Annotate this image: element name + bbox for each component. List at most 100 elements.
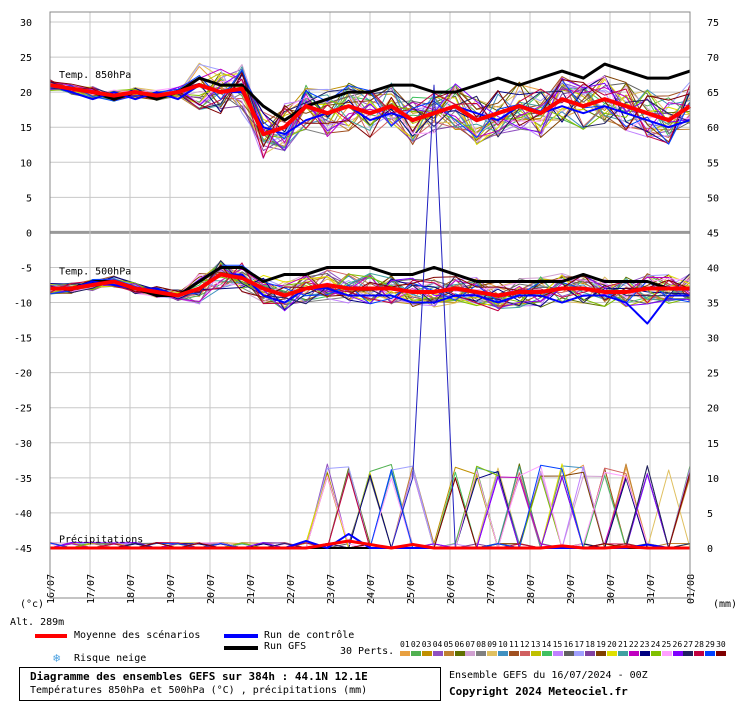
right-tick-label: 55 — [707, 158, 719, 169]
right-tick-label: 75 — [707, 18, 719, 29]
left-tick-label: -20 — [14, 369, 32, 380]
mean-line-t500 — [50, 272, 690, 298]
date-tick-label: 17/07 — [86, 574, 97, 604]
chart-axes: 302520151050-5-10-15-20-25-30-35-40-4575… — [14, 11, 719, 604]
pert-number: 18 — [585, 640, 595, 649]
date-tick-label: 25/07 — [406, 574, 417, 604]
left-tick-label: 20 — [20, 88, 32, 99]
snowflake-icon: ❄ — [53, 651, 61, 665]
chart-title: Diagramme des ensembles GEFS sur 384h : … — [30, 670, 368, 683]
mean-line-t850 — [49, 83, 692, 137]
left-tick-label: 15 — [20, 123, 32, 134]
pert-swatch — [705, 651, 716, 656]
pert-number: 20 — [607, 640, 617, 649]
pert-number: 26 — [672, 640, 683, 649]
copyright: Copyright 2024 Meteociel.fr — [449, 685, 628, 698]
run-info: Ensemble GEFS du 16/07/2024 - 00Z — [449, 670, 648, 681]
pert-swatch — [509, 651, 519, 656]
pert-number: 21 — [618, 640, 628, 649]
panel-label-t500: Temp. 500hPa — [59, 266, 131, 277]
pert-swatch — [683, 651, 694, 656]
date-tick-label: 01/08 — [686, 574, 697, 604]
title-box: Diagramme des ensembles GEFS sur 384h : … — [19, 667, 441, 701]
right-tick-label: 65 — [707, 88, 719, 99]
pert-number: 25 — [661, 640, 672, 649]
altitude-label: Alt. 289m — [10, 617, 65, 628]
pert-swatch — [432, 651, 443, 656]
date-tick-label: 31/07 — [646, 574, 657, 604]
right-tick-label: 30 — [707, 334, 719, 345]
pert-swatch — [454, 651, 465, 656]
pert-swatch — [607, 651, 618, 656]
left-tick-label: 0 — [26, 228, 32, 239]
left-tick-label: -15 — [14, 334, 32, 345]
control-line-t850 — [49, 84, 691, 136]
pert-swatch — [716, 651, 727, 656]
right-tick-label: 0 — [707, 544, 713, 555]
date-tick-label: 27/07 — [486, 574, 497, 604]
left-tick-label: 25 — [20, 53, 32, 64]
right-tick-label: 60 — [707, 123, 719, 134]
pert-swatch — [628, 651, 639, 656]
pert-swatch — [574, 651, 585, 656]
pert-swatch — [487, 651, 498, 656]
right-tick-label: 70 — [707, 53, 719, 64]
pert-swatch — [519, 651, 530, 656]
left-tick-label: -30 — [14, 439, 32, 450]
pert-swatch — [443, 651, 454, 656]
left-tick-label: -25 — [14, 404, 32, 415]
perts-legend: 30 Perts. — [340, 646, 395, 657]
pert-number: 10 — [498, 640, 508, 649]
right-tick-label: 35 — [707, 299, 719, 310]
left-tick-label: -45 — [14, 544, 32, 555]
pert-swatch — [400, 651, 410, 656]
panel-label-t850: Temp. 850hPa — [59, 70, 131, 81]
pert-swatch — [650, 651, 661, 656]
pert-number: 02 — [410, 640, 421, 649]
control-swatch — [224, 634, 258, 638]
right-tick-label: 20 — [707, 404, 719, 415]
pert-number: 04 — [432, 640, 443, 649]
pert-number: 12 — [519, 640, 530, 649]
left-tick-label: -10 — [14, 299, 32, 310]
mean-swatch — [35, 634, 67, 638]
pert-swatch — [563, 651, 574, 656]
pert-swatch — [672, 651, 683, 656]
pert-number: 01 — [400, 640, 410, 649]
mean-legend: Moyenne des scénarios — [74, 630, 201, 641]
date-tick-label: 29/07 — [566, 574, 577, 604]
pert-number: 14 — [541, 640, 552, 649]
pert-number: 27 — [683, 640, 694, 649]
date-tick-label: 21/07 — [246, 574, 257, 604]
pert-swatch — [530, 651, 541, 656]
left-tick-label: -40 — [14, 509, 32, 520]
pert-swatch — [596, 651, 607, 656]
pert-swatch — [639, 651, 650, 656]
gfs-legend: Run GFS — [264, 641, 307, 652]
pert-swatch — [465, 651, 476, 656]
pert-number: 03 — [421, 640, 432, 649]
pert-number: 07 — [465, 640, 476, 649]
pert-number: 28 — [694, 640, 704, 649]
control-legend: Run de contrôle — [264, 630, 355, 641]
pert-number: 11 — [509, 640, 519, 649]
pert-swatch — [421, 651, 432, 656]
pert-number: 24 — [650, 640, 661, 649]
pert-number: 09 — [487, 640, 497, 649]
pert-number: 22 — [628, 640, 639, 649]
left-tick-label: -5 — [20, 263, 32, 274]
unit-left: (°c) — [20, 599, 45, 610]
date-tick-label: 18/07 — [126, 574, 137, 604]
pert-swatch — [498, 651, 509, 656]
left-tick-label: -35 — [14, 474, 32, 485]
pert-swatch — [410, 651, 421, 656]
date-tick-label: 20/07 — [206, 574, 217, 604]
pert-number: 19 — [596, 640, 606, 649]
right-tick-label: 50 — [707, 193, 719, 204]
date-tick-label: 24/07 — [366, 574, 377, 604]
pert-number: 15 — [552, 640, 563, 649]
date-tick-label: 23/07 — [326, 574, 337, 604]
gfs-line-t850 — [49, 62, 691, 122]
pert-number: 13 — [530, 640, 541, 649]
panel-label-precip: Précipitations — [59, 533, 143, 545]
